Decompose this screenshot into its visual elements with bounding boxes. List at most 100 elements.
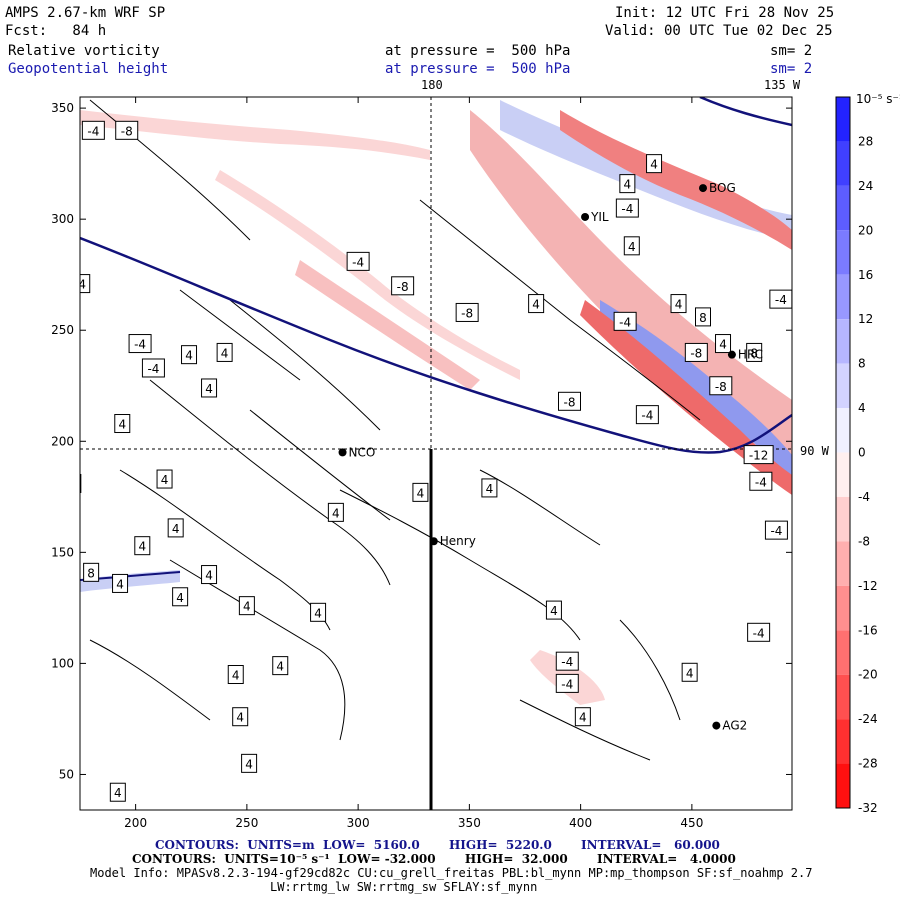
contour-label-box (134, 536, 151, 556)
field1-level: at pressure = 500 hPa (385, 43, 571, 59)
contour-label: 4 (624, 178, 632, 192)
contour-label: -4 (753, 626, 765, 640)
contour-label-box (81, 120, 105, 140)
contour-label: 4 (221, 346, 229, 360)
contour-label: 8 (87, 566, 95, 580)
contour-label-box (574, 707, 591, 727)
field2-name: Geopotential height (8, 61, 169, 77)
contour-label: -4 (641, 409, 653, 423)
plot-background (80, 97, 792, 810)
colorbar-swatch (836, 230, 850, 275)
contour-label: 4 (114, 786, 122, 800)
station-marker (429, 537, 438, 546)
footer-model-info: Model Info: MPASv8.2.3-194-gf29cd82c CU:… (90, 866, 813, 880)
contour-label: 4 (205, 382, 213, 396)
station-label: AG2 (722, 719, 747, 733)
station-label: YIL (590, 210, 609, 224)
y-tick-label: 250 (51, 323, 74, 337)
colorbar-swatch (836, 452, 850, 497)
field1-name: Relative vorticity (8, 43, 160, 59)
station-marker (712, 721, 721, 730)
contour-label-box (613, 311, 637, 331)
colorbar-tick-label: 12 (858, 312, 873, 326)
colorbar-swatch (836, 319, 850, 364)
contour-label-box (141, 358, 165, 378)
contour-label-box (227, 665, 244, 685)
contour-label: 4 (650, 158, 658, 172)
y-tick-label: 100 (51, 656, 74, 670)
colorbar-swatch (836, 274, 850, 320)
colorbar-frame (835, 96, 851, 809)
height-contour-5220 (80, 236, 792, 454)
footer-radiation-info: LW:rrtmg_lw SW:rrtmg_sw SFLAY:sf_mynn (270, 880, 538, 894)
field2-level: at pressure = 500 hPa (385, 61, 571, 77)
colorbar-swatch (836, 363, 850, 409)
lon-180-label: 180 (421, 78, 443, 92)
contour-label: -4 (770, 524, 782, 538)
colorbar-swatch (836, 97, 850, 142)
contour-label-box (83, 562, 100, 582)
contour-label-box (528, 294, 545, 314)
contour-label: -4 (147, 362, 159, 376)
contour-label-box (545, 600, 562, 620)
height-contour-5160 (699, 97, 792, 127)
plot-frame (79, 96, 793, 811)
field2-smoothing: sm= 2 (770, 61, 813, 77)
colorbar-swatch (836, 496, 850, 542)
station-marker (581, 212, 590, 221)
contour-label: 4 (486, 482, 494, 496)
contour-label-box (172, 587, 189, 607)
colorbar-tick-label: 28 (858, 134, 873, 148)
contour-label: -4 (561, 655, 573, 669)
colorbar-tick-label: 4 (858, 401, 866, 415)
contour-label: 4 (314, 606, 322, 620)
contour-label: 4 (243, 600, 251, 614)
colorbar-tick-label: 8 (858, 357, 866, 371)
colorbar-tick-label: 24 (858, 179, 873, 193)
contour-label-box (167, 518, 184, 538)
contour-label-box (156, 469, 173, 489)
contour-label: 4 (205, 569, 213, 583)
colorbar-tick-label: 20 (858, 223, 873, 237)
colorbar-swatch (836, 185, 850, 231)
contour-label-box (747, 622, 771, 642)
contour-label: -4 (755, 475, 767, 489)
contour-label: 4 (628, 240, 636, 254)
colorbar-swatch (836, 541, 850, 586)
contour-label: 4 (675, 298, 683, 312)
station-label: BOG (709, 181, 736, 195)
station-marker (699, 184, 707, 193)
contour-label-box (109, 782, 126, 802)
colorbar-tick-label: -24 (858, 712, 878, 726)
colorbar-units: 10⁻⁵ s⁻¹ (856, 92, 900, 106)
contour-label: 4 (138, 540, 146, 554)
contour-label: -8 (461, 306, 473, 320)
y-tick-label: 350 (51, 101, 74, 115)
colorbar-tick-label: -4 (858, 490, 870, 504)
contour-label: 4 (176, 591, 184, 605)
contour-label-box (346, 251, 370, 271)
colorbar-swatch (836, 585, 850, 631)
colorbar-swatch (836, 408, 850, 453)
contour-label-box (749, 471, 773, 491)
contour-label: 4 (232, 669, 240, 683)
contour-label-box (57, 119, 72, 137)
contour-label: 4 (686, 666, 694, 680)
contour-label: 4 (78, 278, 86, 292)
contour-label: -8 (690, 346, 702, 360)
contour-label-box (327, 502, 344, 522)
contour-label: 8 (750, 346, 758, 360)
colorbar-tick-label: -16 (858, 623, 878, 637)
contour-label-box (310, 602, 327, 622)
colorbar-swatch (836, 141, 850, 186)
y-tick-label: 300 (51, 212, 74, 226)
contour-label-box (481, 478, 498, 498)
contour-label: -8 (397, 280, 409, 294)
contour-label: 4 (532, 298, 540, 312)
lon-90w-label: 90 W (800, 444, 829, 458)
station-marker (727, 350, 736, 359)
contour-label: 4 (579, 711, 587, 725)
contour-label-box (201, 378, 218, 398)
contour-label-box (615, 198, 639, 218)
